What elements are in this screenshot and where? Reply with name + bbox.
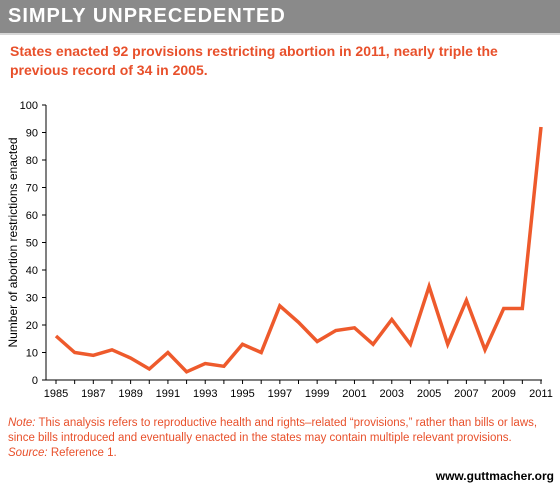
footnote: Note: This analysis refers to reproducti… bbox=[8, 416, 554, 461]
x-tick-label: 2009 bbox=[491, 388, 515, 400]
y-tick-label: 30 bbox=[26, 293, 38, 305]
x-tick-label: 1999 bbox=[305, 388, 329, 400]
x-tick-label: 2005 bbox=[417, 388, 441, 400]
y-tick-label: 80 bbox=[26, 155, 38, 167]
y-tick-label: 70 bbox=[26, 183, 38, 195]
source-label: Source: bbox=[8, 447, 48, 459]
source-text: Reference 1. bbox=[50, 447, 117, 459]
x-tick-label: 2003 bbox=[380, 388, 404, 400]
x-tick-label: 1995 bbox=[230, 388, 254, 400]
y-axis-label: Number of abortion restrictions enacted bbox=[6, 137, 20, 347]
x-tick-label: 1985 bbox=[44, 388, 68, 400]
y-tick-label: 20 bbox=[26, 320, 38, 332]
x-tick-label: 2001 bbox=[342, 388, 366, 400]
x-tick-label: 2007 bbox=[454, 388, 478, 400]
x-tick-label: 1991 bbox=[156, 388, 180, 400]
source-url[interactable]: www.guttmacher.org bbox=[435, 469, 554, 483]
series-line bbox=[54, 126, 543, 374]
y-tick-label: 100 bbox=[20, 100, 38, 112]
note-text: This analysis refers to reproductive hea… bbox=[8, 417, 538, 444]
chart-title: States enacted 92 provisions restricting… bbox=[10, 43, 498, 78]
y-tick-label: 50 bbox=[26, 238, 38, 250]
x-tick-label: 1997 bbox=[268, 388, 292, 400]
y-tick-label: 60 bbox=[26, 210, 38, 222]
y-tick-label: 40 bbox=[26, 265, 38, 277]
x-tick-label: 1989 bbox=[118, 388, 142, 400]
x-tick-label: 1993 bbox=[193, 388, 217, 400]
y-tick-label: 10 bbox=[26, 348, 38, 360]
x-tick-label: 2011 bbox=[529, 388, 553, 400]
line-chart: 0 10 20 30 40 50 60 70 80 90 100 1985 1987 1989 1991 19… bbox=[6, 100, 553, 400]
y-tick-label: 0 bbox=[32, 375, 38, 387]
x-tick-label: 1987 bbox=[81, 388, 105, 400]
note-label: Note: bbox=[8, 417, 36, 429]
header-banner: SIMPLY UNPRECEDENTED bbox=[0, 0, 560, 35]
y-tick-label: 90 bbox=[26, 128, 38, 140]
banner-title: SIMPLY UNPRECEDENTED bbox=[8, 5, 286, 27]
